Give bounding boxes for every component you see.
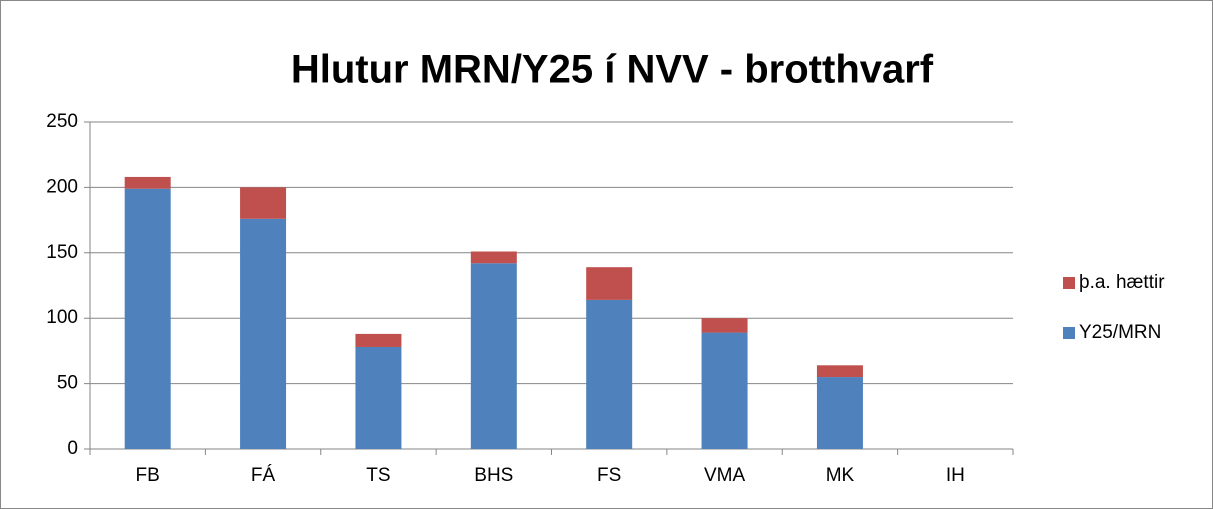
- bar-segment: [355, 346, 402, 449]
- x-tick-label: VMA: [704, 465, 746, 486]
- bar-segment: [124, 188, 171, 449]
- y-tick-label: 100: [46, 307, 78, 328]
- legend-label: þ.a. hættir: [1079, 272, 1165, 293]
- bar-segment: [240, 218, 287, 449]
- bar-segment: [124, 176, 171, 189]
- bar-segment: [240, 187, 287, 219]
- legend-label: Y25/MRN: [1079, 322, 1161, 343]
- y-tick-label: 250: [46, 111, 78, 132]
- bar-segment: [586, 267, 633, 300]
- legend-swatch: [1063, 327, 1075, 339]
- x-tick-label: IH: [946, 465, 965, 486]
- y-tick-label: 150: [46, 242, 78, 263]
- y-tick-label: 0: [67, 438, 78, 459]
- bar-segment: [586, 299, 633, 449]
- bar-segment: [816, 365, 863, 378]
- x-tick-label: FÁ: [251, 465, 276, 486]
- y-tick-label: 200: [46, 176, 78, 197]
- x-tick-label: BHS: [474, 465, 513, 486]
- x-tick-label: FS: [597, 465, 621, 486]
- legend-swatch: [1063, 277, 1075, 289]
- chart-title: Hlutur MRN/Y25 í NVV - brotthvarf: [291, 48, 934, 92]
- bar-segment: [470, 263, 517, 449]
- bar-segment: [470, 251, 517, 264]
- bar-segment: [355, 333, 402, 347]
- x-tick-label: FB: [136, 465, 160, 486]
- bar-segment: [701, 318, 748, 333]
- y-tick-label: 50: [57, 373, 78, 394]
- x-tick-label: TS: [366, 465, 390, 486]
- bar-segment: [816, 377, 863, 449]
- bar-segment: [701, 332, 748, 449]
- x-tick-label: MK: [826, 465, 855, 486]
